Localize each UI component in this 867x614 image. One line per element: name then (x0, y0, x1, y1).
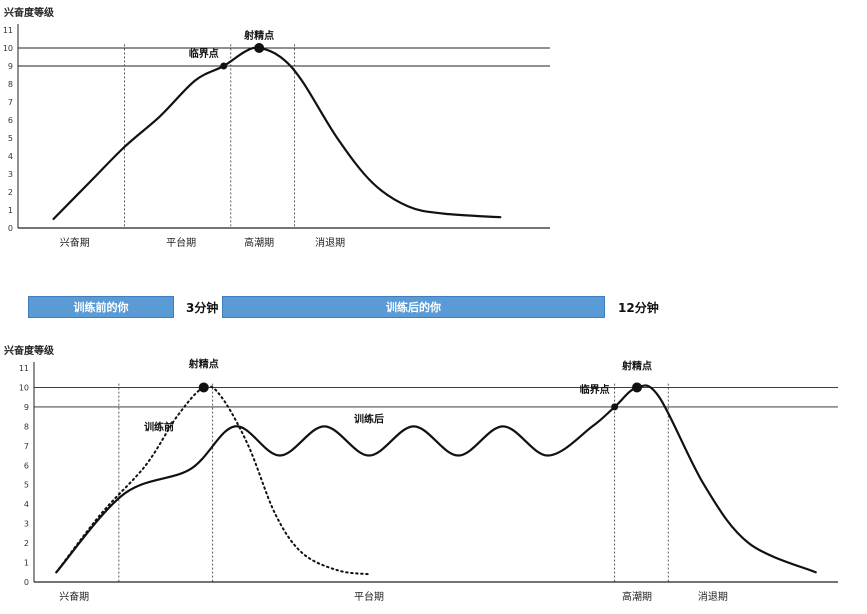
before-training-label: 训练前的你 (73, 301, 129, 314)
bottom-y-tick-label: 10 (19, 383, 29, 392)
bottom-y-tick-label: 9 (24, 403, 29, 412)
bottom-y-tick-label: 8 (24, 422, 29, 431)
top-y-tick-label: 5 (8, 134, 13, 143)
bottom-y-tick-label: 11 (19, 364, 29, 373)
bottom-y-tick-label: 2 (24, 539, 29, 548)
bottom-y-tick-label: 3 (24, 520, 29, 529)
bottom-annotation-label: 训练后 (354, 412, 384, 425)
bottom-series-line-0 (55, 385, 370, 576)
before-training-bar: 训练前的你 (28, 296, 174, 318)
top-y-axis-title: 兴奋度等级 (4, 6, 55, 19)
top-chart: 兴奋度等级 0 1 2 3 4 5 6 7 8 9 10 11 兴奋期 平台期 高潮期 消退期 射精点临界点 (0, 0, 867, 262)
top-series-line-0 (52, 46, 502, 221)
bottom-y-tick-label: 5 (24, 481, 29, 490)
bottom-phase-label: 高潮期 (622, 590, 652, 603)
bottom-y-tick-label: 0 (24, 578, 29, 587)
bottom-peak-point-2 (632, 382, 642, 393)
top-y-tick-label: 3 (8, 170, 13, 179)
top-y-tick-label: 4 (8, 152, 13, 161)
top-y-tick-label: 1 (8, 206, 13, 215)
top-peak-point (254, 43, 265, 53)
bottom-y-tick-label: 6 (24, 461, 29, 470)
top-y-tick-label: 9 (8, 62, 13, 71)
top-annotation-label: 射精点 (243, 29, 274, 42)
bottom-annotation-label: 射精点 (621, 359, 652, 372)
top-y-tick-label: 0 (8, 224, 13, 233)
bottom-y-tick-label: 7 (24, 442, 29, 451)
bottom-y-axis-title: 兴奋度等级 (4, 344, 55, 357)
top-y-tick-label: 10 (3, 44, 13, 53)
top-annotation-label: 临界点 (189, 47, 219, 60)
top-y-tick-label: 8 (8, 80, 13, 89)
bottom-y-tick-label: 1 (24, 559, 29, 568)
top-y-tick-label: 2 (8, 188, 13, 197)
bottom-peak-point (198, 382, 209, 393)
top-y-tick-label: 7 (8, 98, 13, 107)
top-critical-point (220, 62, 228, 70)
bottom-chart: 训练前的你 3分钟 训练后的你 12分钟 兴奋度等级 0 1 2 3 4 5 6 7 8 9 10 11… (0, 262, 867, 610)
after-training-bar: 训练后的你 (222, 296, 605, 318)
bottom-phase-label: 消退期 (698, 590, 728, 603)
bottom-series-line-1 (55, 384, 817, 574)
top-phase-label: 平台期 (166, 236, 196, 249)
bottom-phase-label: 平台期 (354, 590, 384, 603)
bottom-annotation-label: 临界点 (580, 383, 610, 396)
bottom-annotation-label: 训练前 (144, 420, 174, 433)
before-training-time: 3分钟 (186, 301, 219, 315)
bottom-annotation-label: 射精点 (188, 357, 219, 370)
bottom-phase-label: 兴奋期 (59, 590, 89, 603)
bottom-critical-point (611, 403, 619, 411)
top-phase-label: 消退期 (315, 236, 345, 249)
top-phase-label: 高潮期 (244, 236, 274, 249)
after-training-label: 训练后的你 (386, 301, 441, 314)
bottom-y-tick-label: 4 (24, 500, 29, 509)
top-phase-label: 兴奋期 (60, 236, 90, 249)
after-training-time: 12分钟 (618, 301, 659, 315)
top-y-tick-label: 11 (3, 26, 13, 35)
top-y-tick-label: 6 (8, 116, 13, 125)
